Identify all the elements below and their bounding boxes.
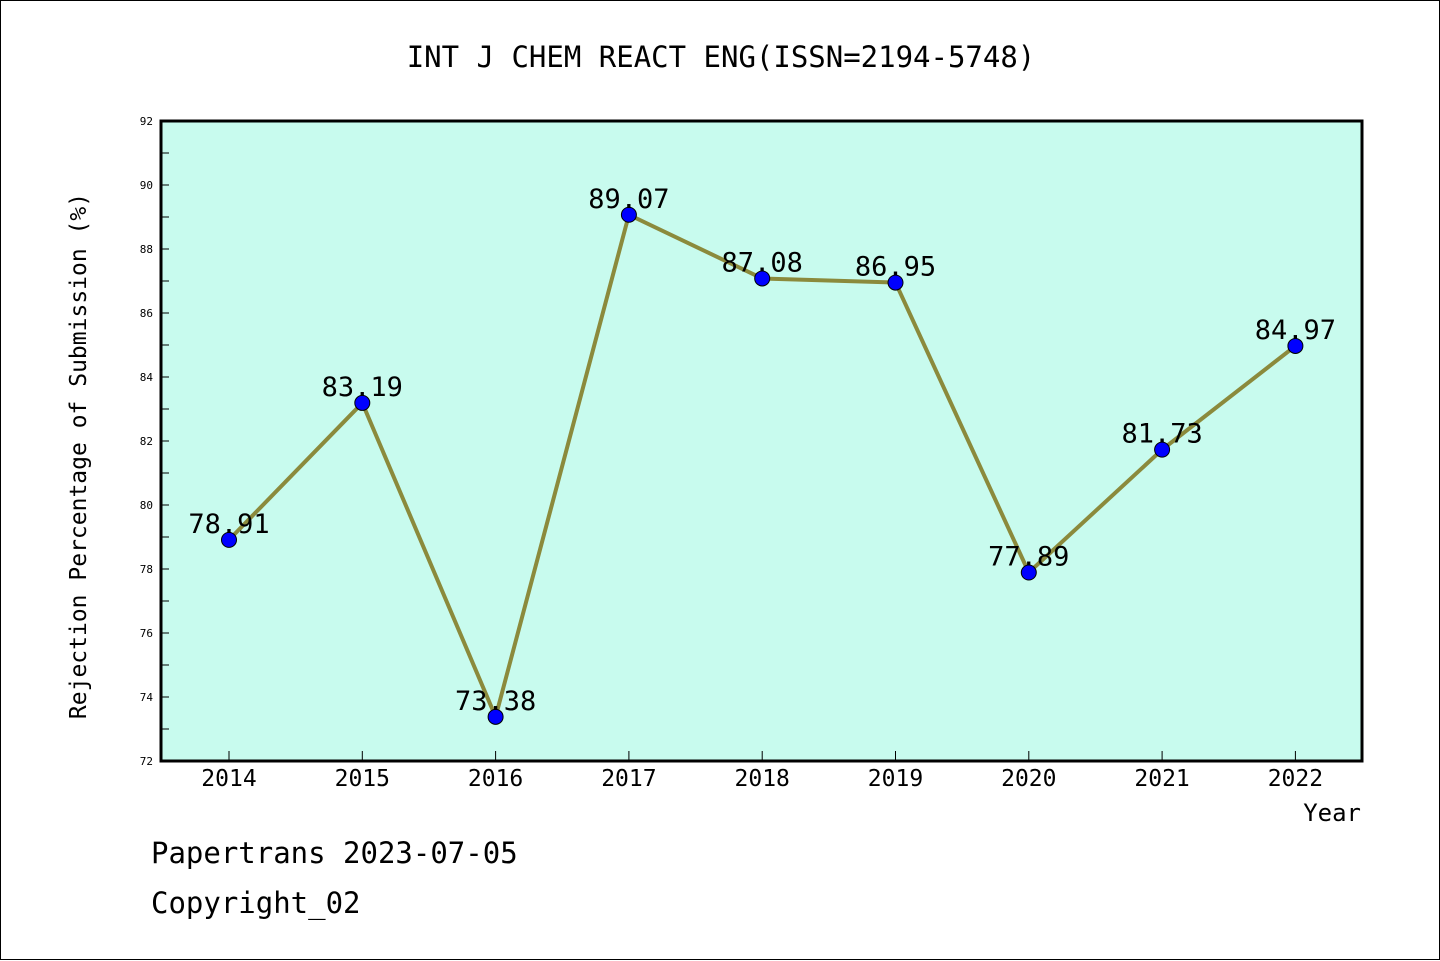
x-axis-label: Year (1303, 799, 1361, 827)
y-tick-label: 76 (140, 627, 153, 640)
y-axis-label: Rejection Percentage of Submission (%) (66, 193, 92, 719)
data-point-marker (887, 274, 904, 291)
x-tick-label: 2014 (201, 766, 256, 792)
data-point-marker (1287, 337, 1304, 354)
data-point-marker (221, 531, 237, 548)
data-point-marker (1154, 441, 1171, 458)
y-tick-label: 82 (140, 435, 153, 448)
data-point-marker (354, 394, 371, 411)
data-point-marker (487, 708, 504, 725)
footer-date-text: Papertrans 2023-07-05 (151, 836, 518, 870)
x-tick-label: 2019 (868, 766, 923, 792)
y-tick-label: 90 (140, 179, 153, 192)
data-point-marker (754, 270, 771, 287)
series-layer (221, 206, 1304, 725)
data-label: 87.08 (722, 247, 803, 278)
y-tick-label: 72 (140, 755, 153, 768)
data-label: 84.97 (1255, 315, 1336, 346)
y-tick-label: 84 (140, 371, 154, 384)
y-axis-ticks: 72 74 76 78 80 82 84 86 88 90 92 (140, 115, 169, 768)
y-tick-label: 78 (140, 563, 153, 576)
plot-area (159, 119, 1364, 763)
data-label: 78.91 (188, 509, 269, 540)
chart-title: INT J CHEM REACT ENG(ISSN=2194-5748) (407, 40, 1036, 74)
y-tick-label: 86 (140, 307, 153, 320)
y-tick-label: 88 (140, 243, 153, 256)
x-tick-label: 2020 (1001, 766, 1056, 792)
data-label: 81.73 (1121, 419, 1202, 450)
x-tick-label: 2022 (1268, 766, 1323, 792)
data-label: 83.19 (322, 372, 403, 403)
data-label: 77.89 (988, 542, 1069, 573)
y-tick-label: 80 (140, 499, 153, 512)
data-labels-layer: 78.91 83.19 73.38 89.07 87.08 86.95 77.89 81.73… (188, 184, 1336, 717)
x-tick-label: 2018 (735, 766, 790, 792)
x-tick-label: 2015 (335, 766, 390, 792)
data-point-marker (1020, 564, 1037, 581)
y-tick-label: 74 (140, 691, 154, 704)
x-tick-label: 2016 (468, 766, 523, 792)
data-label: 73.38 (455, 686, 536, 717)
x-tick-label: 2021 (1134, 766, 1189, 792)
data-label: 86.95 (855, 252, 936, 283)
x-axis-ticks: 2014 2015 2016 2017 2018 2019 2020 2021 2022 (201, 751, 1323, 792)
footer-copyright-text: Copyright_02 (151, 886, 361, 920)
x-tick-label: 2017 (601, 766, 656, 792)
y-tick-label: 92 (140, 115, 153, 128)
data-label: 89.07 (588, 184, 669, 215)
data-point-marker (620, 206, 637, 223)
